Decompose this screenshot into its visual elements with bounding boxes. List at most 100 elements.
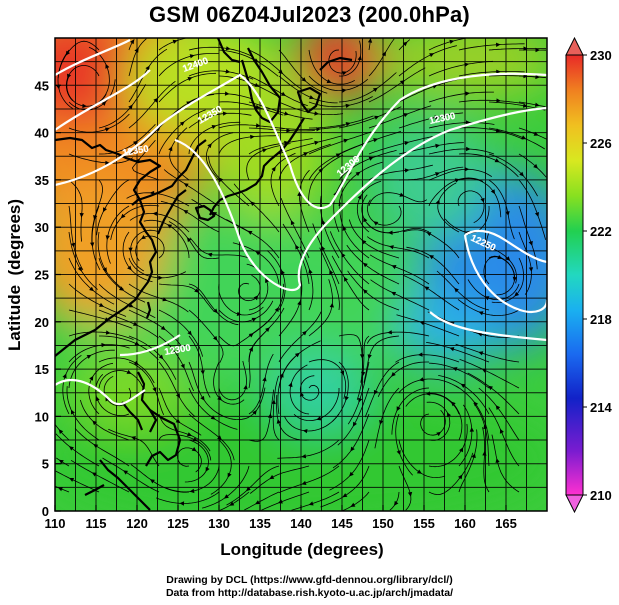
streamline-arrow <box>248 333 254 338</box>
streamline-arrow <box>274 307 279 312</box>
streamline-arrow <box>252 410 257 415</box>
streamline-arrow <box>449 347 455 352</box>
streamline-arrow <box>250 134 255 140</box>
streamline-arrow <box>318 168 324 173</box>
streamline-arrow <box>62 373 67 379</box>
streamline <box>122 231 153 283</box>
streamline <box>95 374 130 417</box>
streamline <box>363 335 400 383</box>
contour-12250 <box>429 311 547 342</box>
streamline <box>338 149 397 181</box>
streamline <box>329 439 370 491</box>
colorbar-min-arrow <box>565 494 584 514</box>
streamline-arrow <box>416 469 422 474</box>
streamline-arrow <box>105 330 111 335</box>
streamline-arrow <box>126 369 132 374</box>
streamline <box>319 247 340 311</box>
streamline <box>129 212 190 233</box>
streamline-arrow <box>253 295 259 301</box>
streamline <box>518 101 546 108</box>
streamline <box>98 370 145 394</box>
streamline <box>485 231 518 284</box>
streamline-arrow <box>133 140 138 146</box>
streamline-arrow <box>466 146 471 152</box>
streamline <box>218 75 281 99</box>
streamline-arrow <box>367 354 372 360</box>
streamline-arrow <box>102 267 107 273</box>
streamline <box>55 433 100 467</box>
streamline-arrow <box>269 474 275 480</box>
streamline <box>356 180 382 233</box>
streamline-arrow <box>131 436 136 441</box>
streamline-arrow <box>160 325 166 331</box>
streamline-arrow <box>308 501 314 506</box>
streamline <box>68 79 116 111</box>
streamline-arrow <box>299 391 304 397</box>
streamline <box>218 387 266 421</box>
streamline <box>458 429 478 493</box>
streamline <box>518 231 532 295</box>
streamline-arrow <box>329 269 334 275</box>
streamline-arrow <box>477 332 483 337</box>
streamline-arrow <box>329 302 334 308</box>
streamline <box>68 153 134 164</box>
streamline-arrow <box>424 286 430 291</box>
streamline <box>158 387 202 436</box>
streamline-arrow <box>495 458 500 463</box>
streamline <box>391 387 430 435</box>
streamline-arrow <box>342 493 348 498</box>
streamline <box>346 244 400 285</box>
streamline <box>68 331 134 340</box>
streamline-arrow <box>262 376 267 382</box>
streamline-arrow <box>435 199 440 205</box>
streamline <box>158 72 217 103</box>
streamline <box>272 375 280 441</box>
streamline <box>278 101 344 115</box>
streamline <box>308 359 347 399</box>
streamline <box>135 235 165 262</box>
streamline <box>398 78 461 103</box>
y-axis-ticks: 0 5 10 15 20 25 30 35 40 45 <box>35 78 61 519</box>
y-axis-label: Latitude (degrees) <box>5 199 24 351</box>
streamline-arrow <box>387 330 392 335</box>
streamline <box>428 91 494 103</box>
streamline <box>246 143 291 181</box>
streamline <box>218 360 247 401</box>
streamline <box>398 378 460 394</box>
y-tick-label: 35 <box>35 173 49 188</box>
streamline <box>457 190 485 224</box>
colorbar-max-arrow <box>565 36 584 56</box>
streamline-arrow <box>89 286 94 292</box>
streamline <box>248 75 308 107</box>
streamline-arrow <box>158 275 163 280</box>
streamline <box>278 135 343 155</box>
streamline-arrow <box>152 211 158 216</box>
streamline <box>458 99 525 105</box>
streamline-arrow <box>435 172 440 177</box>
streamline-arrow <box>394 500 399 506</box>
x-tick-label: 130 <box>208 516 230 531</box>
streamline <box>218 283 264 316</box>
streamline-arrow <box>140 235 146 240</box>
contour-12250 <box>464 229 547 264</box>
streamline-arrow <box>352 421 357 427</box>
streamline <box>488 153 538 197</box>
streamline-arrow <box>135 158 140 164</box>
streamline <box>366 222 430 234</box>
streamline-arrow <box>262 148 268 153</box>
streamline-arrow <box>200 395 205 401</box>
streamline-arrow <box>187 432 192 437</box>
streamline <box>188 361 223 417</box>
streamline <box>458 71 525 77</box>
streamline <box>291 491 340 511</box>
streamline-arrow <box>454 178 460 183</box>
streamline-arrow <box>342 71 347 76</box>
streamline-arrow <box>301 454 307 459</box>
streamline <box>158 361 196 417</box>
streamline-arrow <box>301 480 307 485</box>
streamline-arrow <box>187 330 192 336</box>
streamline <box>188 283 239 326</box>
streamline-arrow <box>345 122 351 127</box>
streamline <box>70 459 130 493</box>
